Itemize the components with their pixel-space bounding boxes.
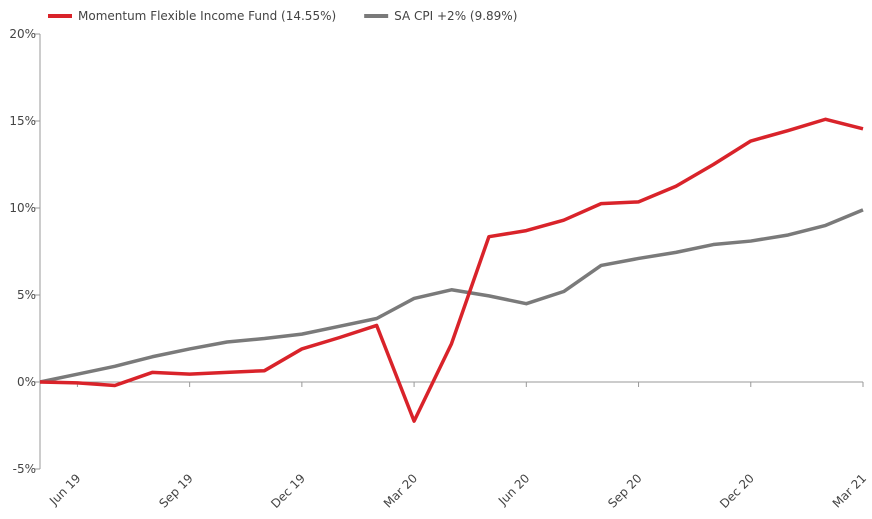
x-tick-label: Dec 19 [268,471,308,511]
legend-label: SA CPI +2% (9.89%) [394,9,517,23]
x-tick-label: Sep 20 [605,471,644,510]
x-tick-label: Jun 20 [495,471,532,508]
y-tick-label: 5% [17,288,36,302]
y-tick-label: -5% [13,462,36,476]
y-tick-label: 0% [17,375,36,389]
y-tick-label: 20% [9,27,36,41]
y-tick-label: 15% [9,114,36,128]
x-tick-label: Mar 20 [381,471,420,510]
x-tick-label: Sep 19 [156,471,195,510]
x-tick-label: Jun 19 [46,471,83,508]
legend-label: Momentum Flexible Income Fund (14.55%) [78,9,336,23]
series-line [39,117,864,423]
x-tick-label: Dec 20 [717,471,757,511]
series-line [39,208,864,384]
x-tick-label: Mar 21 [830,471,869,510]
y-tick-label: 10% [9,201,36,215]
